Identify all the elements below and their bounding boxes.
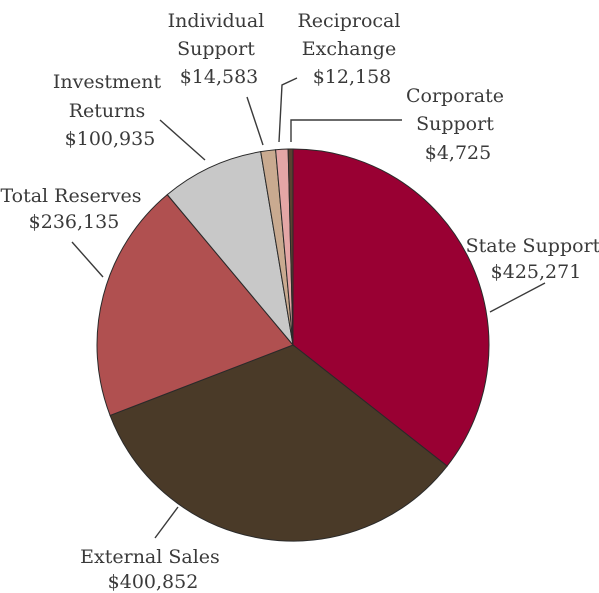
label-state-support: State Support $425,271 [466,235,599,283]
pie-slices [96,148,490,542]
leader-line-reciprocal-exchange [278,77,298,143]
pie-slice-state-support [292,148,490,467]
label-corporate-support: Corporate Support $4,725 [406,85,510,164]
pie-slice-corporate-support [287,148,294,346]
pie-slice-investment-returns [166,151,294,347]
pie-slice-total-reserves [96,193,294,417]
leader-line-investment-returns [159,119,206,161]
label-total-reserves: Total Reserves $236,135 [0,185,147,233]
leader-line-individual-support [246,96,264,146]
label-individual-support: Individual Support $14,583 [168,10,271,88]
label-external-sales: External Sales $400,852 [80,546,226,593]
leader-lines [71,77,546,539]
pie-slice-external-sales [109,344,448,542]
leader-line-corporate-support [290,119,402,142]
label-investment-returns: Investment Returns $100,935 [53,71,167,150]
label-reciprocal-exchange: Reciprocal Exchange $12,158 [297,10,406,88]
leader-line-state-support [489,282,546,313]
leader-line-total-reserves [71,241,104,278]
leader-line-external-sales [154,506,179,539]
